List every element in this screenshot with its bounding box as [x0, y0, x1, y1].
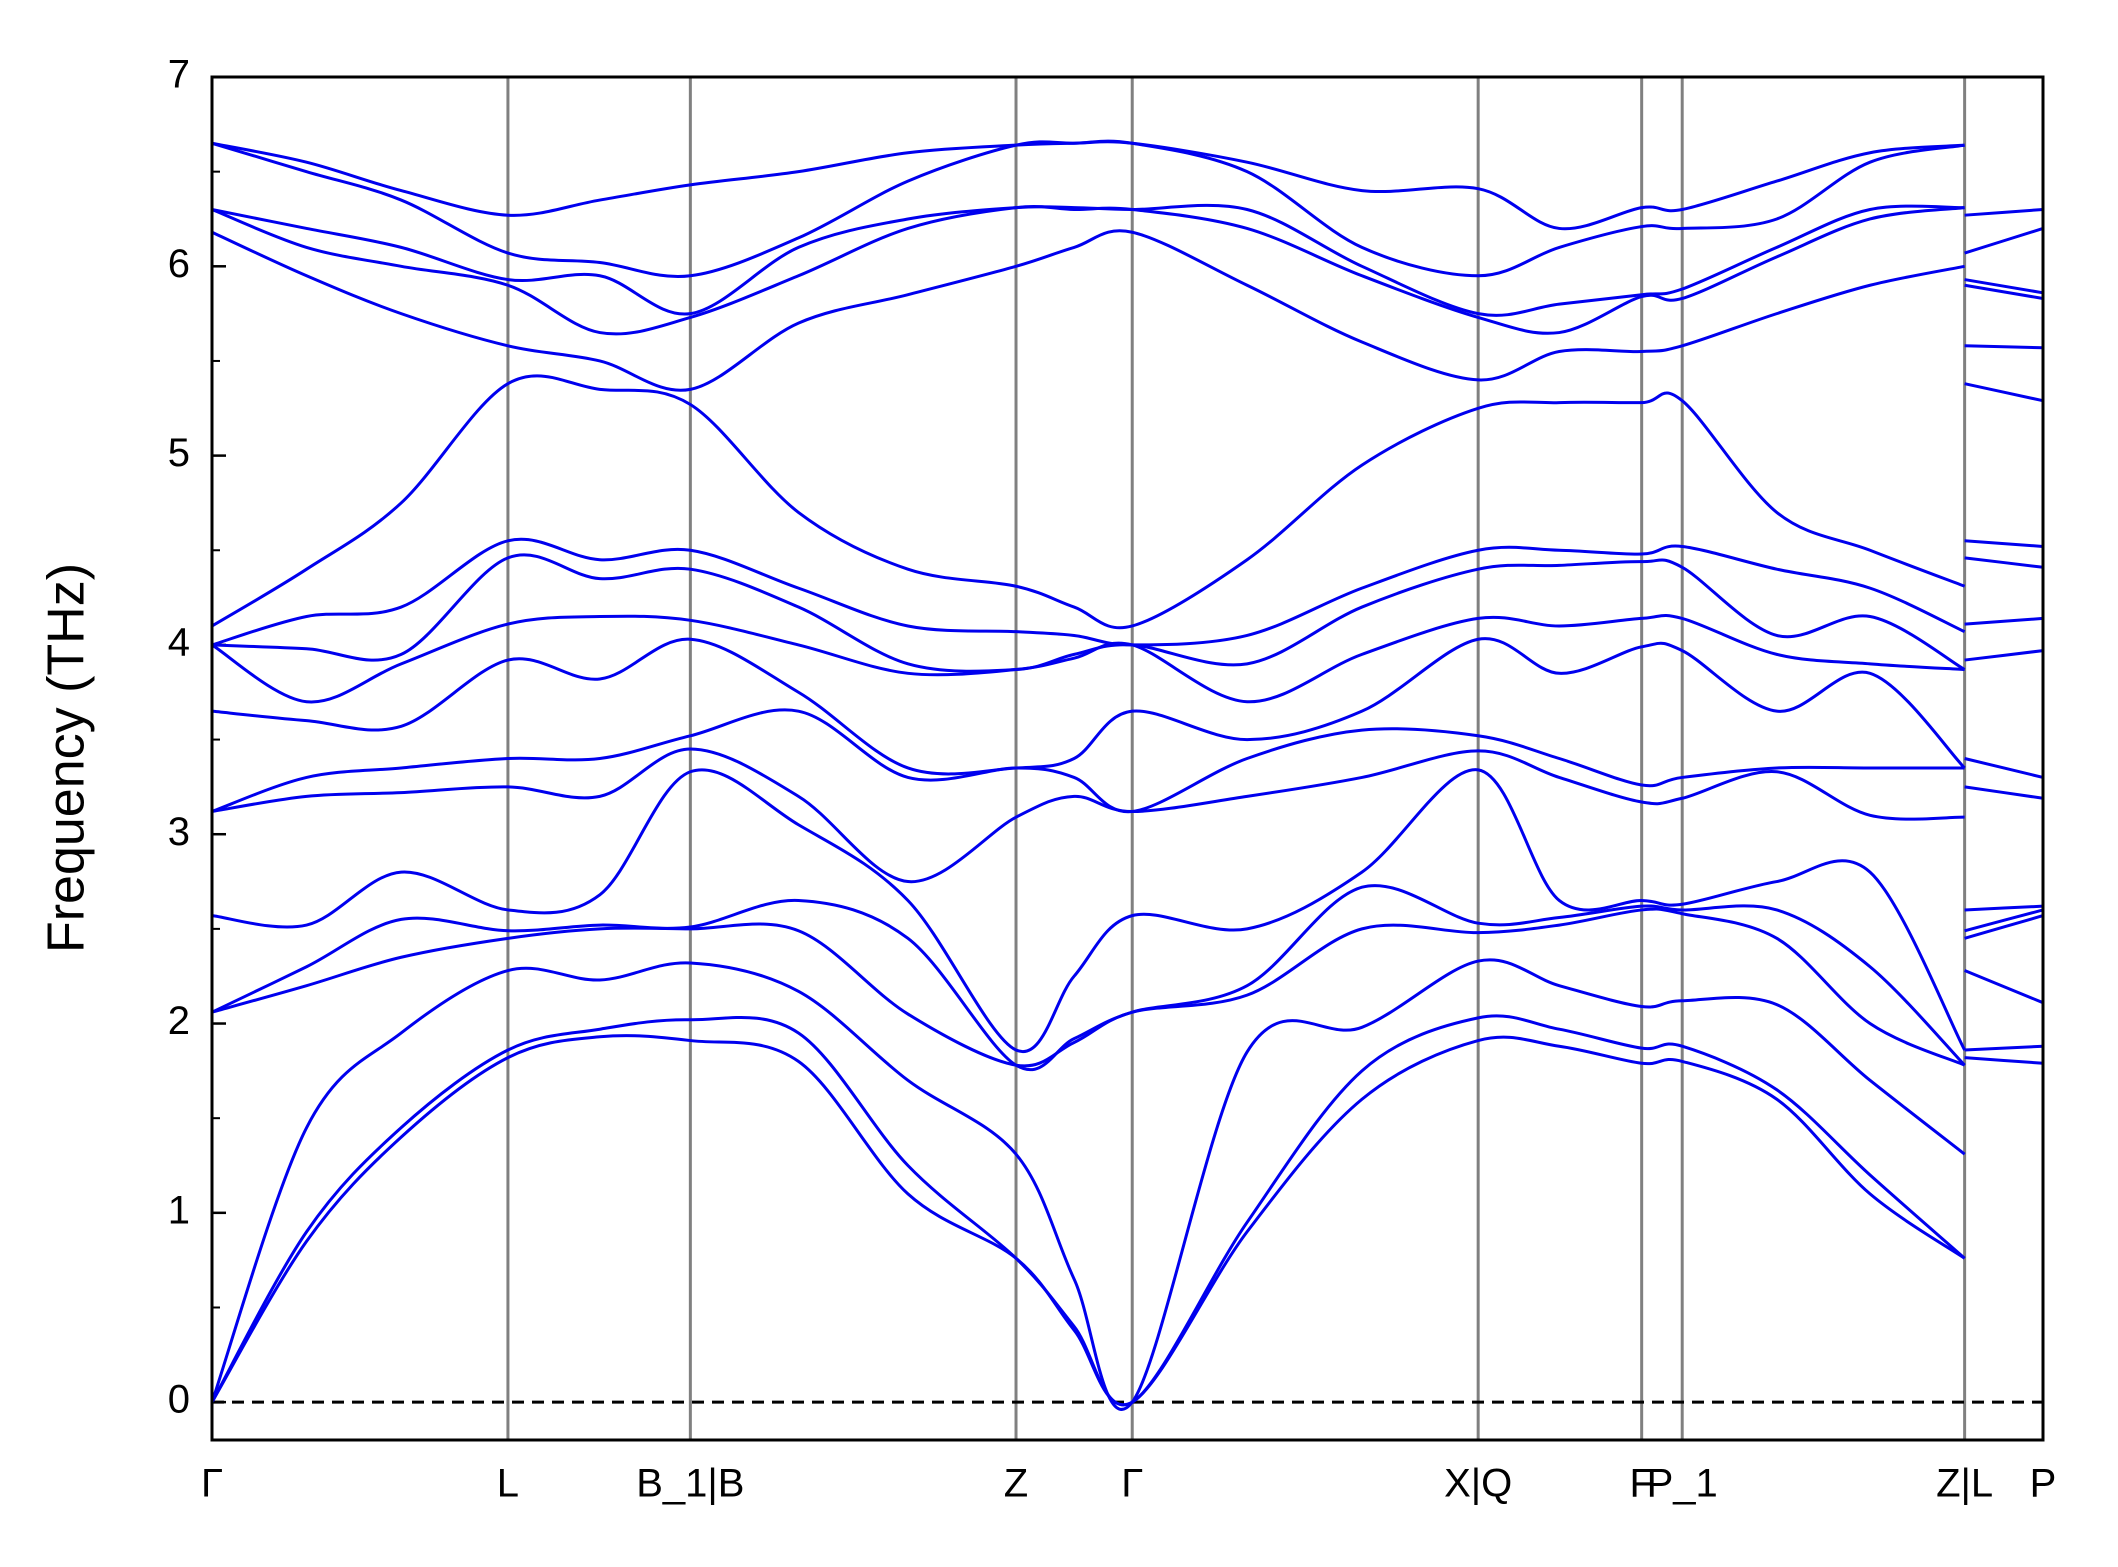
- x-tick-label: Γ: [1121, 1462, 1143, 1506]
- phonon-band: [210, 958, 2044, 1411]
- y-tick-label: 6: [168, 242, 190, 286]
- x-tick-label: P_1: [1647, 1462, 1718, 1506]
- phonon-band: [211, 884, 2044, 1072]
- y-tick-label: 1: [168, 1188, 190, 1232]
- phonon-band: [211, 229, 2044, 392]
- y-tick-label: 4: [168, 620, 190, 664]
- y-tick-label: 2: [168, 999, 190, 1043]
- y-tick-label: 5: [168, 431, 190, 475]
- phonon-band: [211, 140, 2044, 231]
- phonon-band: [210, 1014, 2044, 1407]
- x-tick-label: X|Q: [1444, 1462, 1512, 1506]
- x-tick-label: P: [2030, 1462, 2057, 1506]
- phonon-band: [211, 747, 2044, 884]
- phonon-band: [211, 708, 2044, 814]
- phonon-band: [211, 768, 2044, 1054]
- phonon-band: [211, 553, 2044, 673]
- x-tick-label: L: [497, 1462, 519, 1506]
- y-axis-label: Frequency (THz): [38, 563, 96, 953]
- phonon-band: [211, 537, 2044, 647]
- plot-frame: [210, 75, 2045, 1442]
- x-tick-label: F: [1629, 1462, 1653, 1506]
- y-tick-label: 7: [168, 53, 190, 97]
- y-tick-label: 3: [168, 810, 190, 854]
- y-tick-label: 0: [168, 1378, 190, 1422]
- phonon-band: [211, 907, 2044, 1068]
- x-tick-label: Γ: [201, 1462, 223, 1506]
- phonon-band: [211, 203, 2044, 317]
- x-tick-label: B_1|B: [636, 1462, 744, 1506]
- phonon-band: [211, 637, 2044, 776]
- x-tick-label: Z: [1004, 1462, 1028, 1506]
- x-tick-label: Z|L: [1936, 1462, 1993, 1506]
- bands: [210, 139, 2044, 1411]
- phonon-band: [211, 374, 2044, 630]
- phonon-band: [210, 1034, 2044, 1407]
